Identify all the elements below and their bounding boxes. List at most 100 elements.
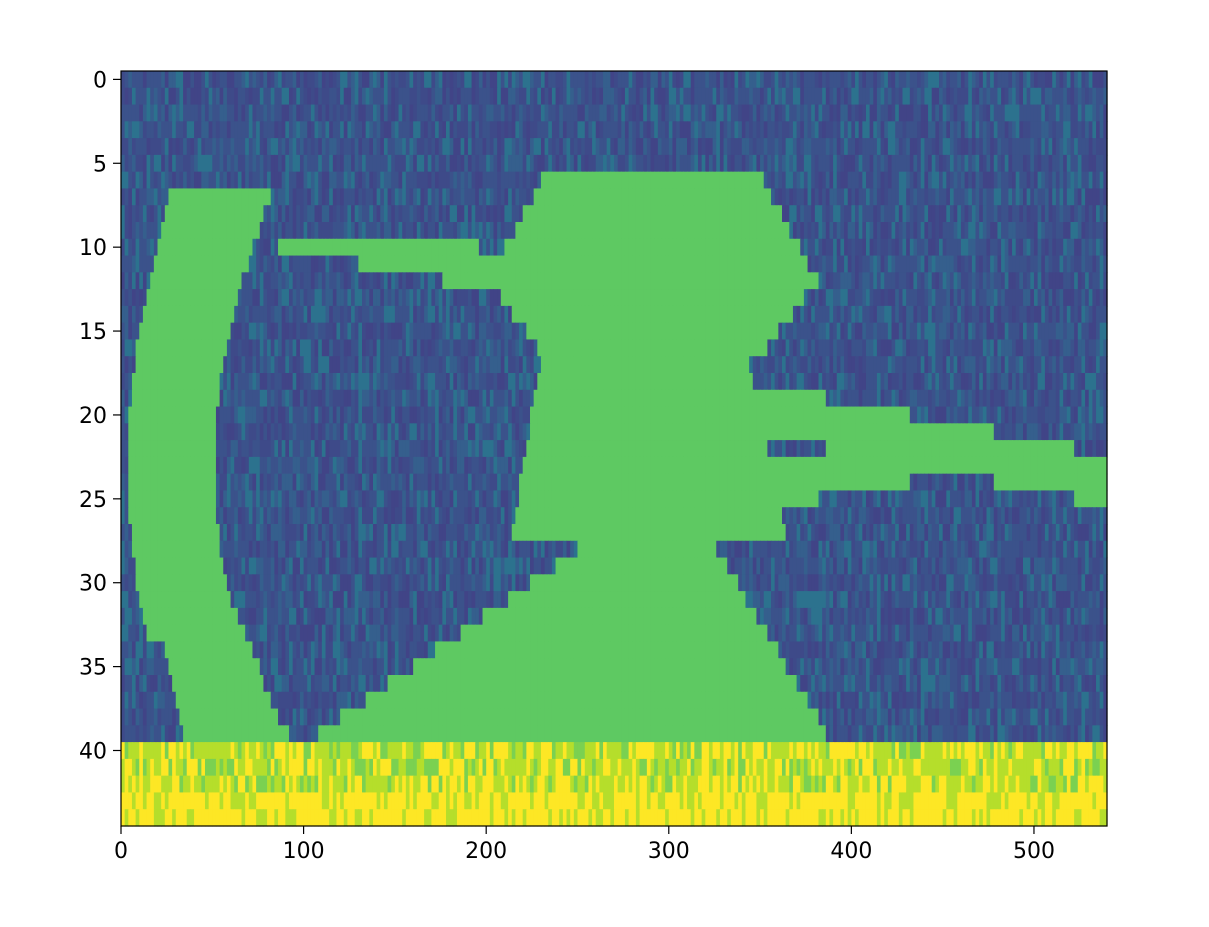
heatmap-cell <box>398 104 403 122</box>
heatmap-cell <box>603 356 608 374</box>
heatmap-cell <box>898 71 904 89</box>
heatmap-cell <box>858 305 863 324</box>
heatmap-cell <box>121 188 126 206</box>
heatmap-cell <box>530 104 535 122</box>
heatmap-cell <box>223 188 228 206</box>
heatmap-cell <box>551 121 557 139</box>
heatmap-cell <box>486 356 491 374</box>
heatmap-cell <box>738 154 743 173</box>
heatmap-cell <box>190 255 195 273</box>
heatmap-cell <box>851 188 856 206</box>
heatmap-cell <box>278 188 283 206</box>
heatmap-cell <box>310 356 316 374</box>
heatmap-cell <box>296 205 301 223</box>
heatmap-cell <box>186 238 191 257</box>
heatmap-cell <box>1023 272 1028 290</box>
heatmap-cell <box>785 222 790 240</box>
heatmap-cell <box>307 255 312 273</box>
heatmap-cell <box>829 322 834 341</box>
heatmap-cell <box>931 138 936 156</box>
heatmap-cell <box>851 255 856 273</box>
heatmap-cell <box>577 87 582 106</box>
heatmap-cell <box>906 272 911 290</box>
heatmap-cell <box>822 121 827 139</box>
heatmap-cell <box>223 305 228 324</box>
heatmap-cell <box>493 305 498 324</box>
heatmap-cell <box>749 71 754 89</box>
heatmap-cell <box>420 171 425 190</box>
heatmap-cell <box>329 356 334 374</box>
heatmap-cell <box>990 205 995 223</box>
heatmap-cell <box>887 188 893 206</box>
heatmap-cell <box>953 356 958 374</box>
heatmap-cell <box>486 71 491 89</box>
heatmap-cell <box>467 356 473 374</box>
heatmap-cell <box>230 171 235 190</box>
heatmap-cell <box>745 272 750 290</box>
heatmap-cell <box>741 222 747 240</box>
heatmap-cell <box>530 222 535 240</box>
heatmap-cell <box>489 322 495 341</box>
heatmap-cell <box>756 356 761 374</box>
heatmap-cell <box>489 87 495 106</box>
heatmap-cell <box>697 305 703 324</box>
heatmap-cell <box>321 121 327 139</box>
heatmap-cell <box>486 205 491 223</box>
heatmap-cell <box>241 373 246 391</box>
heatmap-cell <box>402 305 407 324</box>
heatmap-cell <box>800 222 805 240</box>
heatmap-cell <box>902 289 907 307</box>
heatmap-cell <box>814 305 820 324</box>
heatmap-cell <box>405 373 411 391</box>
heatmap-cell <box>818 71 823 89</box>
heatmap-cell <box>979 104 984 122</box>
heatmap-cell <box>592 322 597 341</box>
heatmap-cell <box>741 305 747 324</box>
heatmap-cell <box>1026 71 1031 89</box>
heatmap-cell <box>1044 255 1050 273</box>
heatmap-cell <box>884 322 889 341</box>
heatmap-cell <box>624 289 630 307</box>
heatmap-cell <box>1066 339 1072 357</box>
heatmap-cell <box>829 205 834 223</box>
heatmap-cell <box>1077 138 1083 156</box>
heatmap-cell <box>844 305 849 324</box>
heatmap-cell <box>646 289 652 307</box>
heatmap-cell <box>347 138 352 156</box>
heatmap-cell <box>519 104 524 122</box>
heatmap-cell <box>825 356 831 374</box>
heatmap-cell <box>617 255 622 273</box>
heatmap-cell <box>771 272 776 290</box>
heatmap-cell <box>515 272 520 290</box>
heatmap-cell <box>292 71 297 89</box>
heatmap-cell <box>464 87 469 106</box>
heatmap-cell <box>241 289 246 307</box>
heatmap-cell <box>460 154 465 173</box>
heatmap-cell <box>208 205 213 223</box>
heatmap-cell <box>358 356 363 374</box>
heatmap-cell <box>614 188 619 206</box>
heatmap-cell <box>508 356 513 374</box>
heatmap-cell <box>347 255 352 273</box>
heatmap-cell <box>730 171 736 190</box>
heatmap-cell <box>1074 289 1079 307</box>
heatmap-cell <box>303 373 308 391</box>
heatmap-cell <box>237 373 243 391</box>
heatmap-cell <box>142 71 148 89</box>
heatmap-cell <box>1012 205 1017 223</box>
heatmap-cell <box>318 121 323 139</box>
heatmap-cell <box>873 188 878 206</box>
heatmap-cell <box>424 222 429 240</box>
heatmap-cell <box>478 138 484 156</box>
heatmap-cell <box>1074 154 1079 173</box>
heatmap-cell <box>1044 154 1050 173</box>
heatmap-cell <box>164 138 170 156</box>
heatmap-cell <box>1066 154 1072 173</box>
heatmap-cell <box>953 238 958 257</box>
heatmap-cell <box>727 154 732 173</box>
heatmap-cell <box>394 289 400 307</box>
heatmap-cell <box>756 121 761 139</box>
heatmap-cell <box>482 87 487 106</box>
heatmap-cell <box>982 138 988 156</box>
heatmap-cell <box>497 121 502 139</box>
